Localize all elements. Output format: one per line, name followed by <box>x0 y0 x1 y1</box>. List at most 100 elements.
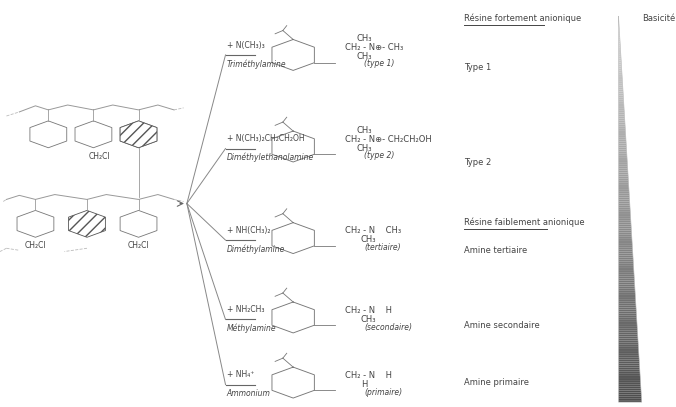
Polygon shape <box>619 176 628 178</box>
Polygon shape <box>619 306 636 308</box>
Text: Basicité: Basicité <box>642 14 675 23</box>
Polygon shape <box>120 121 157 148</box>
Polygon shape <box>619 43 621 45</box>
Polygon shape <box>619 186 629 188</box>
Text: CH₃: CH₃ <box>356 52 372 61</box>
Polygon shape <box>619 244 632 246</box>
Polygon shape <box>619 82 623 84</box>
Polygon shape <box>619 199 629 201</box>
Text: (tertiaire): (tertiaire) <box>364 243 401 252</box>
Polygon shape <box>619 118 625 120</box>
Polygon shape <box>619 206 630 207</box>
Polygon shape <box>619 234 632 236</box>
Text: + NH₂CH₃: + NH₂CH₃ <box>227 305 264 314</box>
Polygon shape <box>619 124 625 126</box>
Polygon shape <box>619 236 632 238</box>
Polygon shape <box>619 363 639 365</box>
Polygon shape <box>619 165 627 167</box>
Polygon shape <box>619 34 620 35</box>
Text: Diméthylethanolamine: Diméthylethanolamine <box>227 153 314 162</box>
Text: CH₃: CH₃ <box>356 126 372 135</box>
Polygon shape <box>619 269 634 271</box>
Polygon shape <box>619 201 630 204</box>
Polygon shape <box>619 157 627 159</box>
Polygon shape <box>619 171 628 173</box>
Polygon shape <box>619 153 627 155</box>
Polygon shape <box>619 61 621 63</box>
Polygon shape <box>619 300 635 302</box>
Polygon shape <box>619 163 627 165</box>
Polygon shape <box>619 323 637 325</box>
Polygon shape <box>619 70 622 72</box>
Polygon shape <box>619 134 626 136</box>
Polygon shape <box>619 32 620 34</box>
Polygon shape <box>619 95 623 97</box>
Polygon shape <box>619 74 622 76</box>
Polygon shape <box>619 352 639 354</box>
Polygon shape <box>619 296 635 298</box>
Polygon shape <box>619 57 621 59</box>
Text: (type 1): (type 1) <box>364 59 394 68</box>
Polygon shape <box>619 340 638 342</box>
Text: + N(CH₃)₂CH₂CH₂OH: + N(CH₃)₂CH₂CH₂OH <box>227 134 304 143</box>
Text: + NH(CH₃)₂: + NH(CH₃)₂ <box>227 226 270 235</box>
Polygon shape <box>619 313 637 315</box>
Polygon shape <box>619 138 626 140</box>
Polygon shape <box>619 308 636 309</box>
Polygon shape <box>619 149 627 151</box>
Polygon shape <box>619 290 635 292</box>
Polygon shape <box>619 263 633 265</box>
Polygon shape <box>619 389 641 391</box>
Polygon shape <box>619 311 636 313</box>
Polygon shape <box>619 68 622 70</box>
Text: CH₂Cl: CH₂Cl <box>89 152 111 161</box>
Text: Résine faiblement anionique: Résine faiblement anionique <box>464 217 585 227</box>
Polygon shape <box>619 213 631 215</box>
Polygon shape <box>619 360 639 361</box>
Polygon shape <box>619 250 633 252</box>
Polygon shape <box>619 304 636 306</box>
Polygon shape <box>619 279 635 280</box>
Polygon shape <box>619 339 638 340</box>
Polygon shape <box>619 381 641 383</box>
Polygon shape <box>619 190 629 192</box>
Polygon shape <box>619 207 630 209</box>
Polygon shape <box>619 377 640 379</box>
Polygon shape <box>619 37 620 39</box>
Polygon shape <box>619 356 639 358</box>
Polygon shape <box>619 331 637 333</box>
Text: Méthylamine: Méthylamine <box>227 324 276 333</box>
Polygon shape <box>619 232 631 234</box>
Polygon shape <box>619 342 638 344</box>
Polygon shape <box>619 348 639 350</box>
Polygon shape <box>619 275 634 277</box>
Polygon shape <box>619 151 627 153</box>
Polygon shape <box>619 280 635 282</box>
Polygon shape <box>619 282 635 284</box>
Polygon shape <box>619 63 621 65</box>
Polygon shape <box>619 140 626 142</box>
Polygon shape <box>619 128 625 130</box>
Polygon shape <box>619 184 629 186</box>
Polygon shape <box>619 385 641 387</box>
Polygon shape <box>619 144 627 146</box>
Polygon shape <box>619 211 631 213</box>
Text: Résine fortement anionique: Résine fortement anionique <box>464 13 581 23</box>
Text: (secondaire): (secondaire) <box>364 323 412 332</box>
Polygon shape <box>619 329 637 331</box>
Polygon shape <box>619 72 622 74</box>
Text: (type 2): (type 2) <box>364 151 394 160</box>
Polygon shape <box>619 361 639 363</box>
Polygon shape <box>68 210 105 237</box>
Polygon shape <box>619 288 635 290</box>
Polygon shape <box>619 147 627 149</box>
Polygon shape <box>619 325 637 327</box>
Polygon shape <box>619 246 633 248</box>
Polygon shape <box>619 53 621 55</box>
Text: H: H <box>361 380 367 389</box>
Polygon shape <box>619 78 623 80</box>
Polygon shape <box>619 180 629 182</box>
Polygon shape <box>619 230 631 232</box>
Polygon shape <box>619 391 641 392</box>
Polygon shape <box>619 35 620 37</box>
